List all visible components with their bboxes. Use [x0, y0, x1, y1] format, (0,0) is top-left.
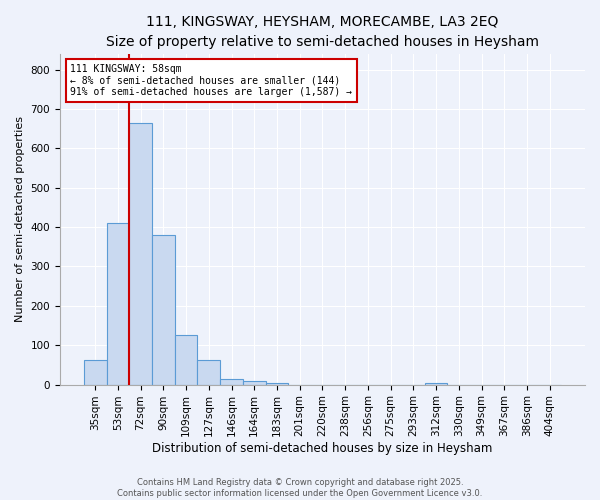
- Bar: [84, 360, 107, 384]
- Bar: [197, 360, 220, 384]
- Bar: [243, 380, 266, 384]
- Bar: [107, 223, 129, 384]
- Bar: [425, 382, 448, 384]
- Text: 111 KINGSWAY: 58sqm
← 8% of semi-detached houses are smaller (144)
91% of semi-d: 111 KINGSWAY: 58sqm ← 8% of semi-detache…: [70, 64, 352, 97]
- Bar: [175, 336, 197, 384]
- Bar: [220, 378, 243, 384]
- X-axis label: Distribution of semi-detached houses by size in Heysham: Distribution of semi-detached houses by …: [152, 442, 493, 455]
- Title: 111, KINGSWAY, HEYSHAM, MORECAMBE, LA3 2EQ
Size of property relative to semi-det: 111, KINGSWAY, HEYSHAM, MORECAMBE, LA3 2…: [106, 15, 539, 48]
- Text: Contains HM Land Registry data © Crown copyright and database right 2025.
Contai: Contains HM Land Registry data © Crown c…: [118, 478, 482, 498]
- Y-axis label: Number of semi-detached properties: Number of semi-detached properties: [15, 116, 25, 322]
- Bar: [266, 382, 289, 384]
- Bar: [152, 235, 175, 384]
- Bar: [129, 122, 152, 384]
